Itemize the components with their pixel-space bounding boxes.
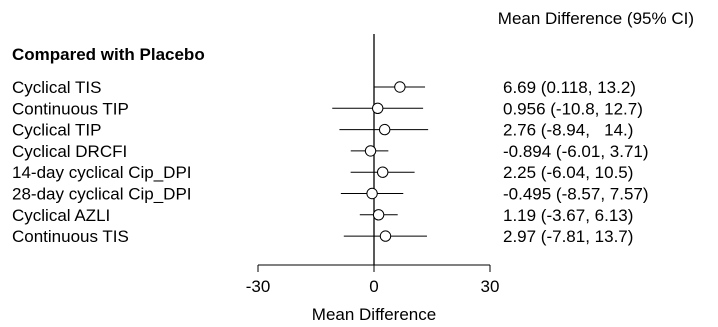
forest-row: Cyclical TIS 6.69 (0.118, 13.2) <box>12 78 636 97</box>
forest-row: 28-day cyclical Cip_DPI -0.495 (-8.57, 7.… <box>12 185 649 204</box>
ci-value: 0.956 (-10.8, 12.7) <box>503 99 643 118</box>
forest-row: Continuous TIP 0.956 (-10.8, 12.7) <box>12 99 643 118</box>
ci-value: 1.19 (-3.67, 6.13) <box>503 206 633 225</box>
forest-row: Cyclical TIP 2.76 (-8.94, 14.) <box>12 121 633 140</box>
forest-rows: Cyclical TIS 6.69 (0.118, 13.2) Continuous… <box>12 78 649 246</box>
point-estimate <box>366 187 378 200</box>
point-estimate <box>378 123 391 136</box>
row-label: Continuous TIS <box>12 227 129 246</box>
ci-column-header: Mean Difference (95% CI) <box>498 9 694 28</box>
row-label: Cyclical TIP <box>12 121 101 140</box>
row-label: Continuous TIP <box>12 99 129 118</box>
x-axis-label: Mean Difference <box>312 305 436 324</box>
row-label: Cyclical TIS <box>12 78 101 97</box>
ci-value: 6.69 (0.118, 13.2) <box>503 78 636 97</box>
forest-row: Cyclical DRCFI -0.894 (-6.01, 3.71) <box>12 142 649 161</box>
ci-value: 2.76 (-8.94, 14.) <box>503 121 633 140</box>
ci-value: -0.495 (-8.57, 7.57) <box>503 185 649 204</box>
row-label: Cyclical AZLI <box>12 206 110 225</box>
point-estimate <box>379 230 392 242</box>
row-label: 28-day cyclical Cip_DPI <box>12 185 192 204</box>
point-estimate <box>371 102 384 115</box>
point-estimate <box>394 81 406 93</box>
forest-row: 14-day cyclical Cip_DPI 2.25 (-6.04, 10.5… <box>12 163 633 182</box>
forest-row: Cyclical AZLI 1.19 (-3.67, 6.13) <box>12 206 633 225</box>
point-estimate <box>377 166 389 178</box>
point-estimate <box>364 145 377 157</box>
ci-value: 2.25 (-6.04, 10.5) <box>503 163 633 182</box>
ci-value: -0.894 (-6.01, 3.71) <box>503 142 649 161</box>
row-label: 14-day cyclical Cip_DPI <box>12 163 192 182</box>
row-label: Cyclical DRCFI <box>12 142 127 161</box>
x-tick-label: 30 <box>481 277 500 296</box>
x-tick-label: -30 <box>246 277 271 296</box>
point-estimate <box>372 209 385 221</box>
forest-row: Continuous TIS 2.97 (-7.81, 13.7) <box>12 227 633 246</box>
ci-value: 2.97 (-7.81, 13.7) <box>503 227 633 246</box>
group-label: Compared with Placebo <box>12 45 205 64</box>
x-axis: -30 0 30 <box>246 264 500 296</box>
x-tick-label: 0 <box>369 277 378 296</box>
